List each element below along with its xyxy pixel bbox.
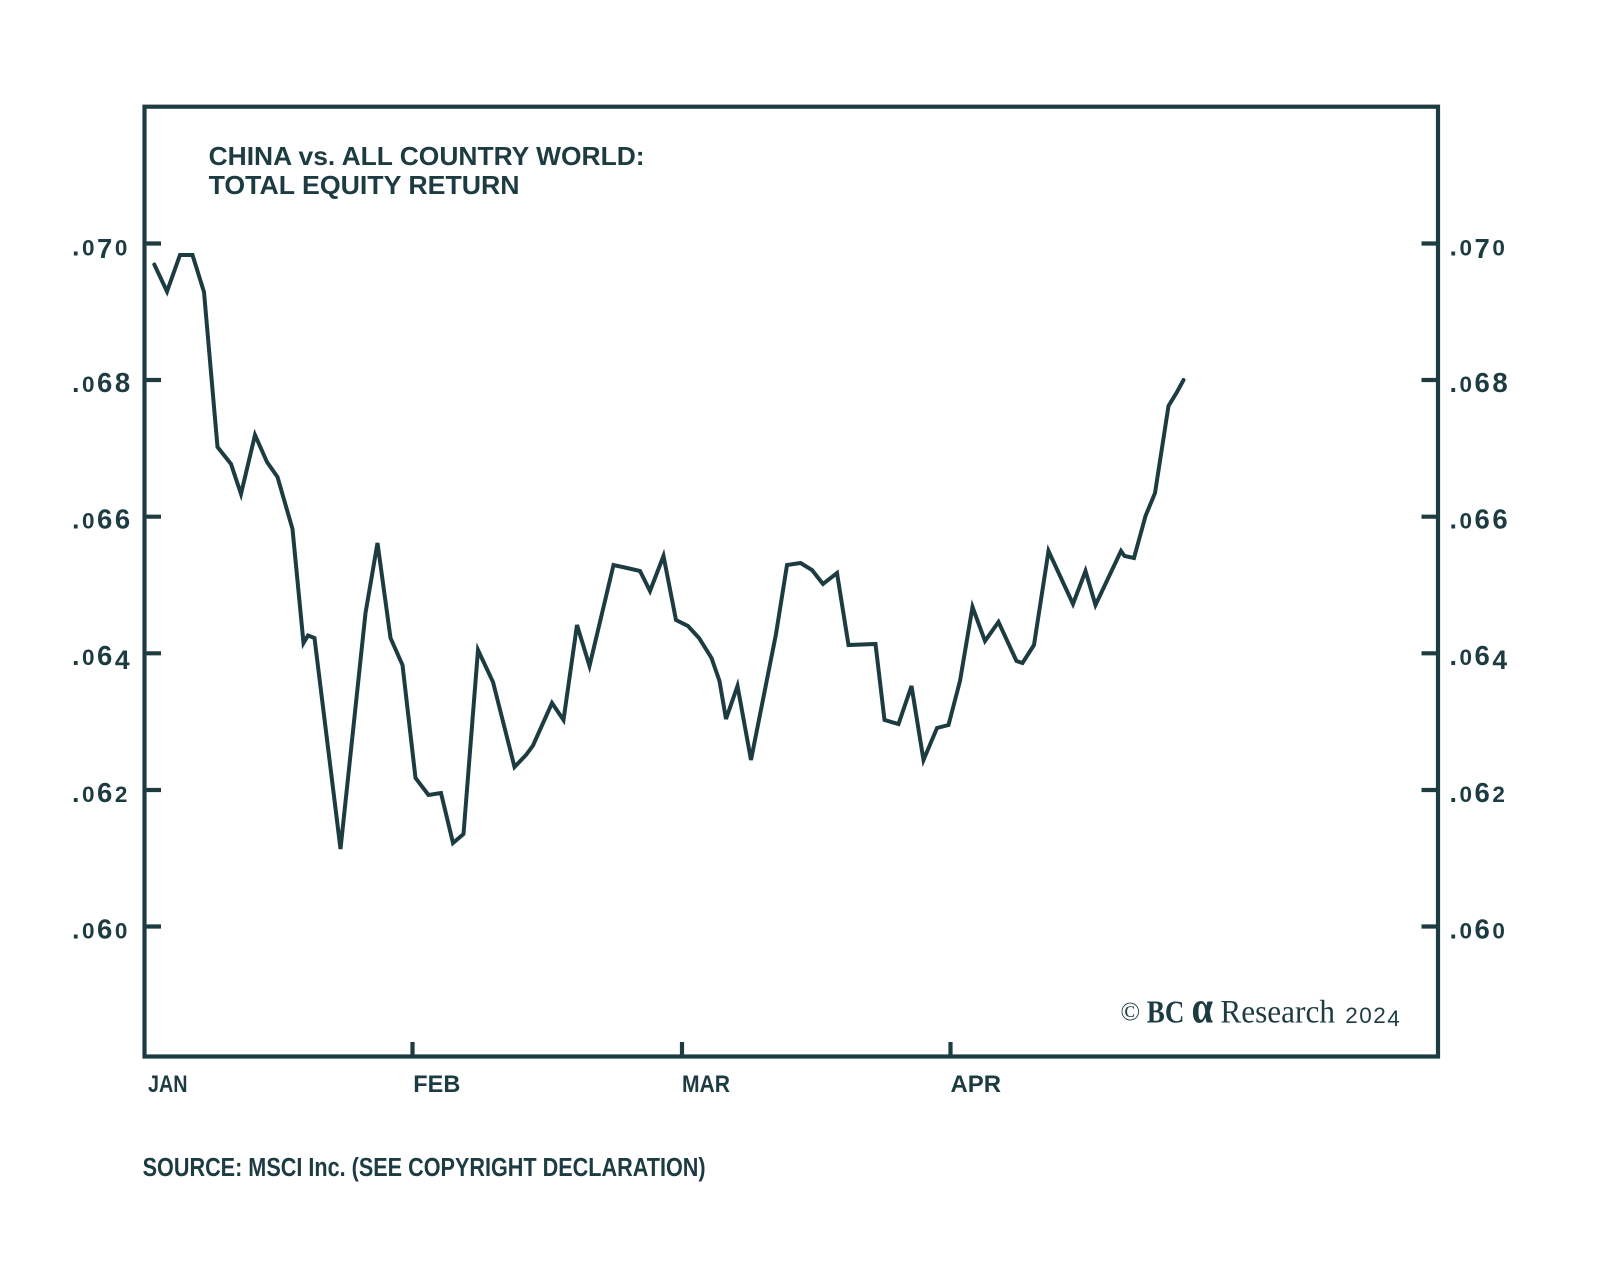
svg-text:.062: .062 (72, 777, 130, 808)
svg-text:α: α (1192, 982, 1214, 1033)
svg-text:JAN: JAN (148, 1071, 188, 1098)
svg-text:©: © (1120, 997, 1140, 1026)
svg-text:BC: BC (1147, 994, 1185, 1030)
svg-text:.068: .068 (72, 367, 133, 398)
svg-text:.070: .070 (72, 232, 130, 265)
svg-text:.070: .070 (1450, 232, 1508, 265)
svg-text:.060: .060 (1450, 913, 1508, 944)
svg-text:FEB: FEB (413, 1071, 460, 1098)
svg-text:.064: .064 (72, 640, 132, 675)
svg-text:.064: .064 (1450, 640, 1510, 675)
svg-text:MAR: MAR (682, 1071, 730, 1098)
svg-text:APR: APR (951, 1071, 1002, 1098)
svg-text:Research: Research (1220, 995, 1335, 1031)
svg-text:CHINA vs. ALL COUNTRY WORLD:: CHINA vs. ALL COUNTRY WORLD: (209, 141, 645, 171)
svg-text:.066: .066 (1450, 504, 1511, 535)
svg-text:.060: .060 (72, 913, 130, 944)
svg-text:.068: .068 (1450, 367, 1511, 398)
svg-text:.066: .066 (72, 504, 133, 535)
svg-text:.062: .062 (1450, 777, 1508, 808)
svg-text:SOURCE: MSCI Inc. (SEE COPYRIG: SOURCE: MSCI Inc. (SEE COPYRIGHT DECLARA… (143, 1154, 706, 1182)
svg-text:TOTAL EQUITY RETURN: TOTAL EQUITY RETURN (209, 170, 520, 200)
svg-text:2024: 2024 (1345, 1003, 1401, 1031)
